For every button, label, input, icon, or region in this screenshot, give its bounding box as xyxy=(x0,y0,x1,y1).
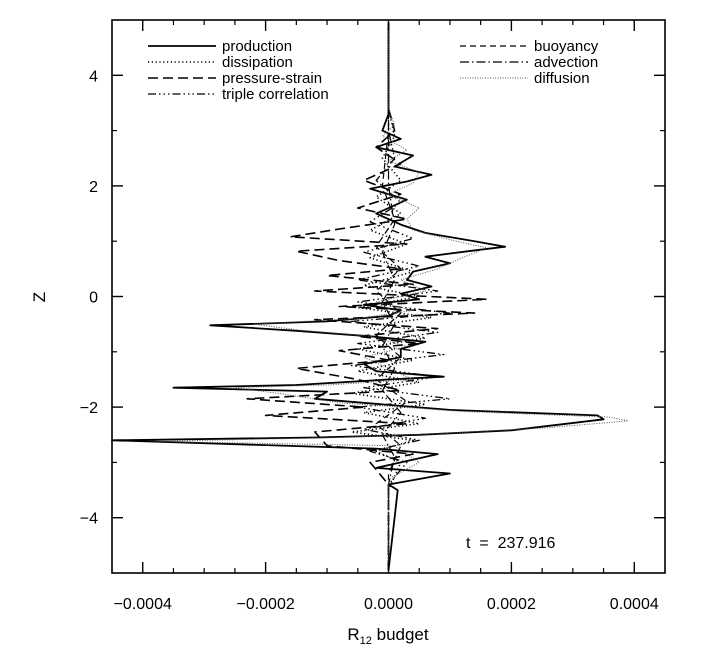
series-line-pressure-strain xyxy=(246,22,488,571)
legend-label-advection: advection xyxy=(534,54,598,71)
x-tick-label: 0.0000 xyxy=(364,596,413,613)
x-tick-label: −0.0004 xyxy=(114,596,172,613)
y-tick-label: −4 xyxy=(80,511,98,528)
series-line-advection xyxy=(381,22,402,571)
y-tick-label: −2 xyxy=(80,400,98,417)
x-axis-title-main: R xyxy=(347,625,359,644)
x-axis-title: R12 budget xyxy=(347,625,429,647)
y-tick-label: 2 xyxy=(89,179,98,196)
series-line-buoyancy xyxy=(375,22,408,571)
legend: productiondissipationpressure-straintrip… xyxy=(148,38,599,103)
x-axis-title-suffix: budget xyxy=(372,625,429,644)
series-line-diffusion xyxy=(154,22,629,571)
legend-label-production: production xyxy=(222,38,292,55)
y-tick-label: 0 xyxy=(89,290,98,307)
axis-ticks: −0.0004 −0.0002 0.0000 0.0002 0.0004 −4 −2 0 2 4 xyxy=(80,20,665,613)
x-tick-label: 0.0004 xyxy=(610,596,659,613)
x-axis-title-subscript: 12 xyxy=(360,635,372,647)
chart-curves xyxy=(111,22,629,571)
series-line-triple-correlation xyxy=(350,22,451,571)
time-annotation: t = 237.916 xyxy=(466,535,556,552)
legend-label-buoyancy: buoyancy xyxy=(534,38,599,55)
legend-label-triple-correlation: triple correlation xyxy=(222,86,329,103)
x-tick-label: 0.0002 xyxy=(487,596,536,613)
x-tick-label: −0.0002 xyxy=(236,596,294,613)
legend-label-dissipation: dissipation xyxy=(222,54,293,71)
series-line-production xyxy=(111,22,605,571)
y-axis-title: Z xyxy=(30,292,49,302)
legend-label-pressure-strain: pressure-strain xyxy=(222,70,322,87)
y-tick-label: 4 xyxy=(89,68,98,85)
legend-label-diffusion: diffusion xyxy=(534,70,590,87)
